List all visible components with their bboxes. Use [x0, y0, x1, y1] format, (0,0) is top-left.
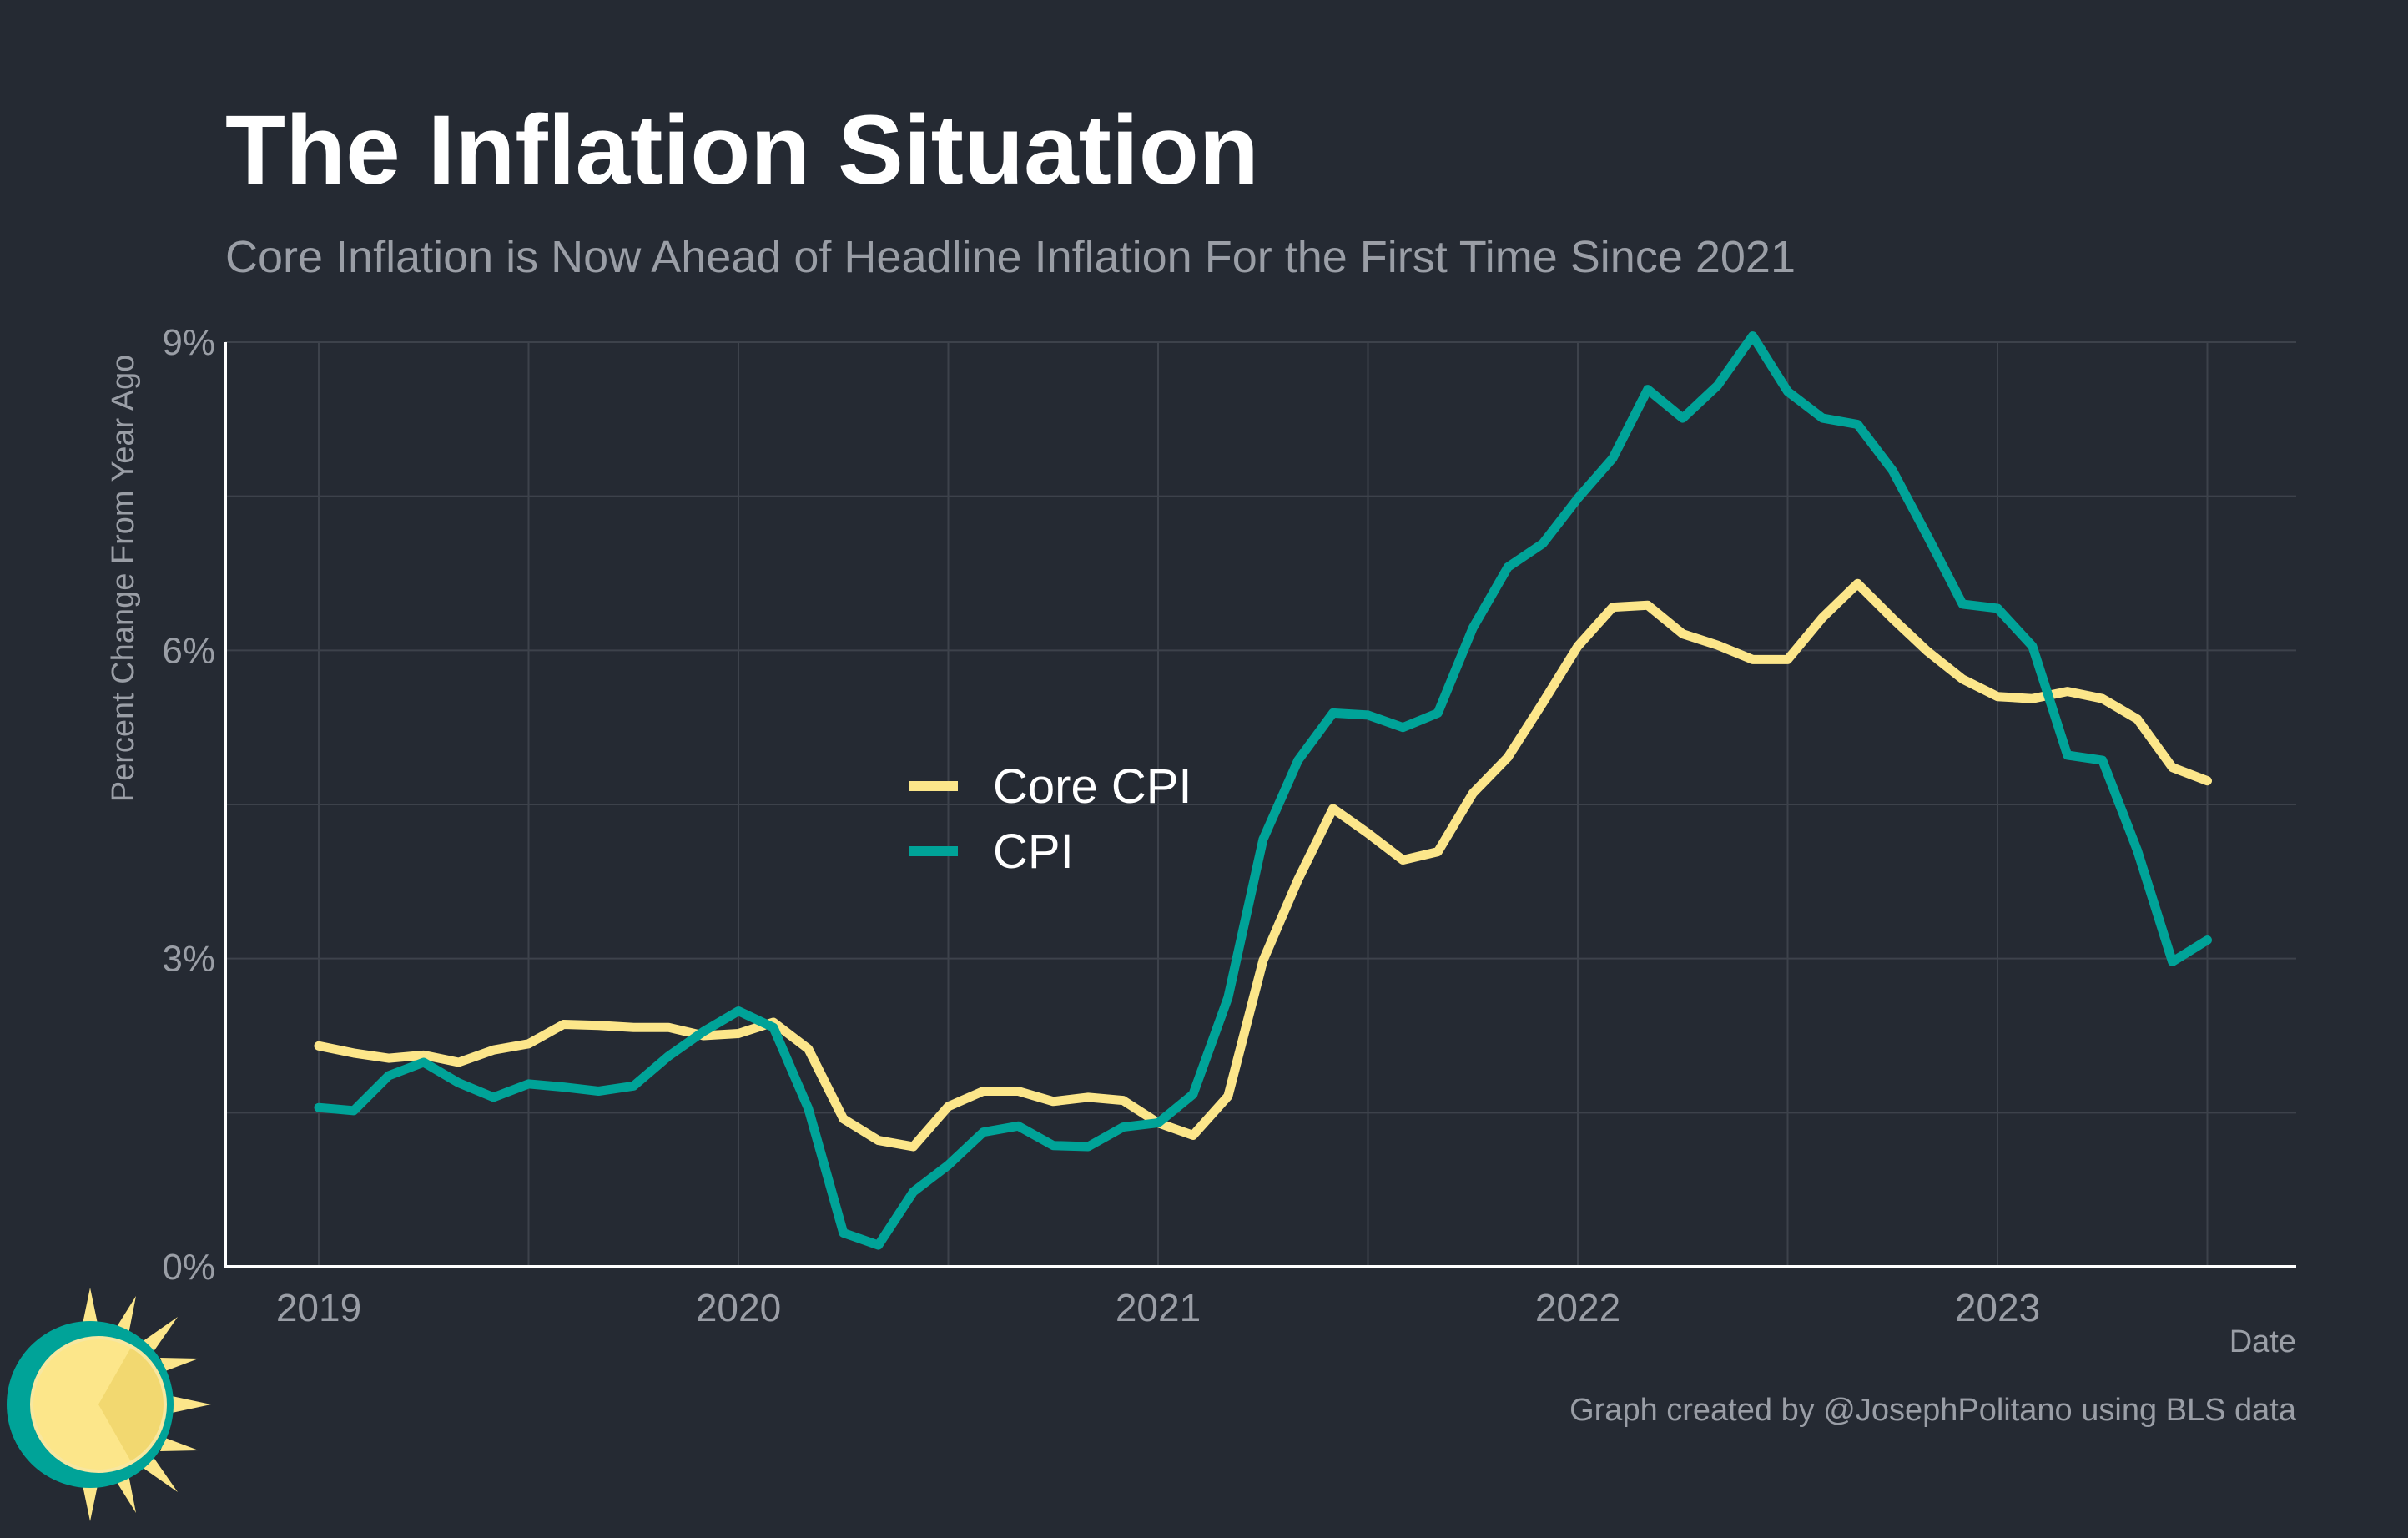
series-line-1	[314, 331, 2212, 1250]
y-tick-label: 6%	[162, 630, 215, 671]
chart-title: The Inflation Situation	[225, 95, 1259, 205]
grid-lines	[225, 341, 2296, 1268]
legend: Core CPI CPI	[909, 759, 1192, 879]
x-tick-label: 2022	[1535, 1286, 1620, 1329]
series-line-0	[314, 578, 2212, 1152]
y-tick-label: 9%	[162, 322, 215, 363]
chart-caption: Graph created by @JosephPolitano using B…	[1569, 1393, 2297, 1428]
legend-label: Core CPI	[993, 759, 1192, 814]
y-axis-label: Percent Change From Year Ago	[106, 355, 141, 803]
x-tick-label: 2021	[1116, 1286, 1201, 1329]
x-tick-label: 2023	[1955, 1286, 2040, 1329]
x-axis-label: Date	[2229, 1324, 2296, 1359]
x-tick-label: 2020	[696, 1286, 781, 1329]
chart-subtitle: Core Inflation is Now Ahead of Headline …	[225, 232, 1796, 282]
x-tick-label: 2019	[276, 1286, 361, 1329]
y-tick-labels: 0% 3% 6% 9%	[162, 322, 215, 1288]
legend-label: CPI	[993, 824, 1074, 879]
x-tick-labels: 2019 2020 2021 2022 2023	[276, 1286, 2040, 1329]
series-lines	[314, 331, 2212, 1250]
sun-logo-icon	[7, 1288, 211, 1521]
y-tick-label: 3%	[162, 939, 215, 980]
y-tick-label: 0%	[162, 1247, 215, 1288]
